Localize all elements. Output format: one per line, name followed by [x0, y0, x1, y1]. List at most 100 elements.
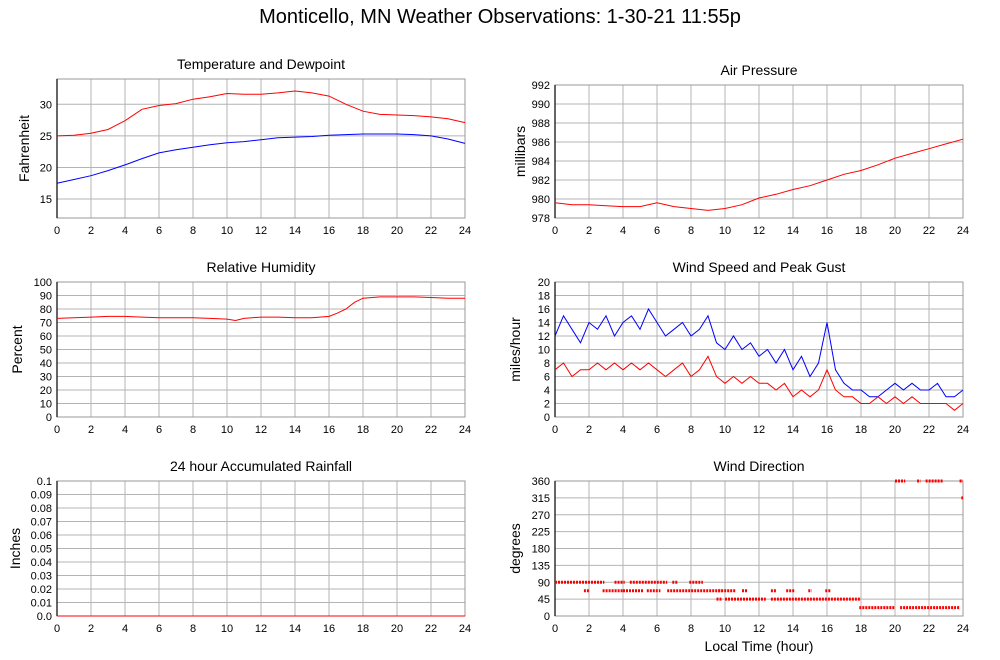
- x-tick-label: 24: [957, 424, 969, 436]
- x-tick-label: 12: [753, 424, 765, 436]
- y-tick-label: 135: [532, 560, 550, 572]
- x-tick-label: 14: [787, 623, 799, 635]
- y-tick-label: 45: [538, 594, 550, 606]
- y-tick-label: 0: [544, 412, 550, 424]
- y-tick-label: 0.03: [31, 571, 52, 583]
- y-tick-label: 30: [40, 372, 52, 384]
- y-tick-label: 2: [544, 399, 550, 411]
- y-tick-label: 0.05: [31, 544, 52, 556]
- x-tick-label: 18: [357, 623, 369, 635]
- x-tick-label: 2: [586, 424, 592, 436]
- y-tick-label: 0.0: [37, 611, 52, 623]
- x-tick-label: 22: [425, 623, 437, 635]
- x-tick-label: 2: [586, 623, 592, 635]
- y-tick-label: 986: [532, 137, 550, 149]
- x-tick-label: 24: [957, 623, 969, 635]
- x-tick-label: 20: [391, 424, 403, 436]
- chart-title: 24 hour Accumulated Rainfall: [170, 458, 352, 474]
- x-tick-label: 8: [688, 424, 694, 436]
- y-tick-label: 982: [532, 175, 550, 187]
- x-tick-label: 18: [855, 424, 867, 436]
- x-tick-label: 16: [821, 225, 833, 237]
- y-tick-label: 50: [40, 345, 52, 357]
- x-tick-label: 0: [54, 225, 60, 237]
- x-tick-label: 22: [923, 623, 935, 635]
- y-tick-label: 80: [40, 304, 52, 316]
- y-tick-label: 90: [538, 577, 550, 589]
- y-tick-label: 15: [40, 194, 52, 206]
- x-tick-label: 8: [190, 424, 196, 436]
- y-tick-label: 10: [40, 399, 52, 411]
- x-tick-label: 22: [425, 225, 437, 237]
- y-tick-label: 0.02: [31, 584, 52, 596]
- x-tick-label: 0: [54, 424, 60, 436]
- y-axis-label: miles/hour: [507, 317, 523, 382]
- x-tick-label: 18: [855, 225, 867, 237]
- x-tick-label: 6: [156, 623, 162, 635]
- y-tick-label: 0.09: [31, 490, 52, 502]
- y-axis-label: degrees: [507, 523, 523, 574]
- y-tick-label: 10: [538, 345, 550, 357]
- y-tick-label: 16: [538, 304, 550, 316]
- y-tick-label: 4: [544, 385, 550, 397]
- x-tick-label: 14: [289, 424, 301, 436]
- x-tick-label: 14: [787, 225, 799, 237]
- y-axis-label: Inches: [7, 528, 23, 569]
- x-tick-label: 6: [654, 623, 660, 635]
- y-tick-label: 180: [532, 544, 550, 556]
- y-tick-label: 992: [532, 80, 550, 92]
- y-tick-label: 0.04: [31, 557, 52, 569]
- y-tick-label: 20: [538, 277, 550, 289]
- y-axis-label: Fahrenheit: [16, 115, 32, 182]
- x-tick-label: 2: [586, 225, 592, 237]
- x-tick-label: 16: [323, 623, 335, 635]
- x-tick-label: 4: [620, 225, 626, 237]
- x-tick-label: 14: [289, 225, 301, 237]
- y-tick-label: 0.01: [31, 598, 52, 610]
- x-tick-label: 24: [459, 623, 471, 635]
- y-tick-label: 270: [532, 510, 550, 522]
- y-tick-label: 225: [532, 527, 550, 539]
- x-tick-label: 0: [552, 623, 558, 635]
- y-tick-label: 360: [532, 476, 550, 488]
- y-tick-label: 30: [40, 99, 52, 111]
- y-tick-label: 20: [40, 385, 52, 397]
- series-line-red: [56, 90, 466, 137]
- x-tick-label: 0: [54, 623, 60, 635]
- x-tick-label: 22: [923, 225, 935, 237]
- x-tick-label: 22: [425, 424, 437, 436]
- x-tick-label: 18: [357, 225, 369, 237]
- series-line-red: [554, 355, 964, 411]
- x-tick-label: 20: [889, 424, 901, 436]
- series-line-blue: [554, 307, 964, 398]
- chart-title: Temperature and Dewpoint: [177, 56, 345, 72]
- y-tick-label: 0: [544, 611, 550, 623]
- x-tick-label: 12: [255, 225, 267, 237]
- y-tick-label: 0.08: [31, 503, 52, 515]
- x-tick-label: 24: [459, 424, 471, 436]
- x-tick-label: 8: [688, 225, 694, 237]
- x-tick-label: 10: [221, 623, 233, 635]
- y-tick-label: 315: [532, 493, 550, 505]
- y-tick-label: 100: [34, 277, 52, 289]
- x-tick-label: 20: [391, 225, 403, 237]
- y-tick-label: 0.07: [31, 517, 52, 529]
- chart-title: Air Pressure: [720, 62, 797, 78]
- series-line-blue: [56, 133, 466, 184]
- y-tick-label: 18: [538, 291, 550, 303]
- x-tick-label: 20: [391, 623, 403, 635]
- x-tick-label: 8: [190, 623, 196, 635]
- y-tick-label: 14: [538, 318, 550, 330]
- x-tick-label: 12: [255, 623, 267, 635]
- y-axis-label: millibars: [512, 126, 528, 177]
- x-tick-label: 24: [957, 225, 969, 237]
- x-tick-label: 4: [620, 424, 626, 436]
- x-tick-label: 16: [821, 623, 833, 635]
